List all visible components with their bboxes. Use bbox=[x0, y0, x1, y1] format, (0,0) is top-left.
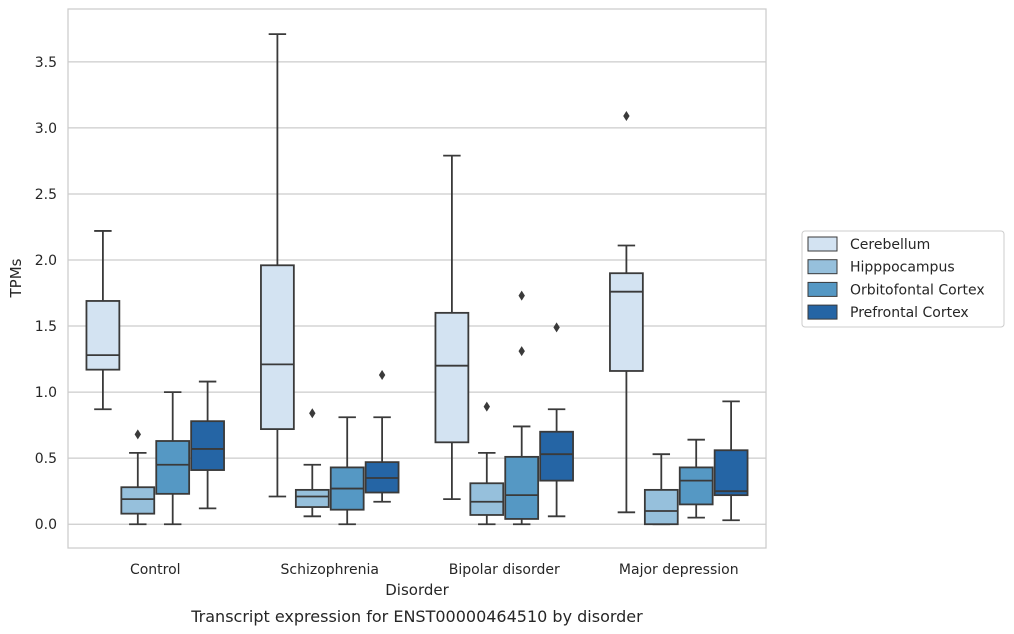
y-tick-label: 1.0 bbox=[35, 385, 57, 401]
legend-swatch bbox=[807, 304, 838, 320]
box-body bbox=[609, 272, 644, 372]
box-3-3 bbox=[713, 400, 749, 522]
y-tick-label: 2.0 bbox=[35, 253, 57, 269]
y-tick-label: 1.5 bbox=[35, 319, 57, 335]
x-axis-label: Disorder bbox=[385, 581, 449, 599]
x-tick-labels: Control Schizophrenia Bipolar disorder Majo… bbox=[130, 562, 739, 578]
y-tick-label: 3.0 bbox=[35, 121, 57, 137]
outlier-point bbox=[623, 111, 630, 122]
box-body bbox=[120, 486, 156, 515]
outlier-point bbox=[134, 429, 141, 440]
outlier-point bbox=[483, 401, 490, 412]
x-tick-label: Bipolar disorder bbox=[449, 562, 560, 578]
box-1-1 bbox=[294, 408, 330, 518]
box-body bbox=[469, 482, 505, 516]
outlier-point bbox=[553, 322, 560, 333]
box-body bbox=[85, 300, 121, 371]
box-body bbox=[434, 311, 470, 444]
box-2-3 bbox=[539, 322, 574, 518]
box-1-2 bbox=[329, 416, 365, 526]
box-body bbox=[678, 466, 714, 506]
box-body bbox=[504, 455, 540, 520]
legend: Cerebellum Hipppocampus Orbitofontal Corte… bbox=[801, 230, 1005, 328]
legend-frame bbox=[801, 230, 1005, 328]
box-0-1 bbox=[120, 429, 156, 526]
boxes bbox=[85, 33, 749, 526]
legend-label: Hipppocampus bbox=[850, 260, 955, 276]
box-body bbox=[155, 440, 191, 495]
box-2-0 bbox=[434, 154, 470, 501]
box-3-1 bbox=[643, 453, 679, 526]
box-0-3 bbox=[190, 380, 225, 510]
y-axis-label: TPMs bbox=[7, 258, 25, 298]
box-2-2 bbox=[504, 290, 540, 526]
legend-swatch bbox=[807, 236, 838, 252]
box-3-2 bbox=[678, 438, 714, 519]
box-3-0 bbox=[609, 111, 644, 514]
legend-swatch bbox=[807, 259, 838, 275]
legend-label: Cerebellum bbox=[850, 237, 930, 253]
y-tick-label: 3.5 bbox=[35, 55, 57, 71]
x-tick-label: Major depression bbox=[619, 562, 739, 578]
outlier-point bbox=[309, 408, 316, 419]
box-body bbox=[190, 420, 225, 471]
box-1-3 bbox=[364, 369, 400, 503]
x-tick-label: Schizophrenia bbox=[281, 562, 379, 578]
legend-label: Prefrontal Cortex bbox=[850, 305, 969, 321]
box-2-1 bbox=[469, 401, 505, 526]
box-body bbox=[539, 430, 574, 482]
box-1-0 bbox=[260, 33, 295, 498]
y-tick-label: 2.5 bbox=[35, 187, 57, 203]
y-tick-label: 0.5 bbox=[35, 451, 57, 467]
legend-swatch bbox=[807, 281, 838, 297]
box-body bbox=[260, 264, 295, 431]
chart-caption: Transcript expression for ENST0000046451… bbox=[190, 607, 643, 626]
box-body bbox=[713, 449, 749, 497]
outlier-point bbox=[378, 369, 386, 380]
plot-area-frame bbox=[67, 8, 767, 549]
x-tick-label: Control bbox=[130, 562, 181, 578]
box-body bbox=[643, 488, 679, 526]
box-0-0 bbox=[85, 230, 121, 411]
box-body bbox=[294, 488, 330, 508]
legend-label: Orbitofontal Cortex bbox=[850, 282, 985, 298]
y-tick-labels: 0.0 0.5 1.0 1.5 2.0 2.5 3.0 3.5 bbox=[35, 55, 57, 533]
outlier-point bbox=[518, 290, 525, 301]
y-tick-label: 0.0 bbox=[35, 517, 57, 533]
outlier-point bbox=[518, 346, 525, 357]
box-0-2 bbox=[155, 391, 191, 526]
